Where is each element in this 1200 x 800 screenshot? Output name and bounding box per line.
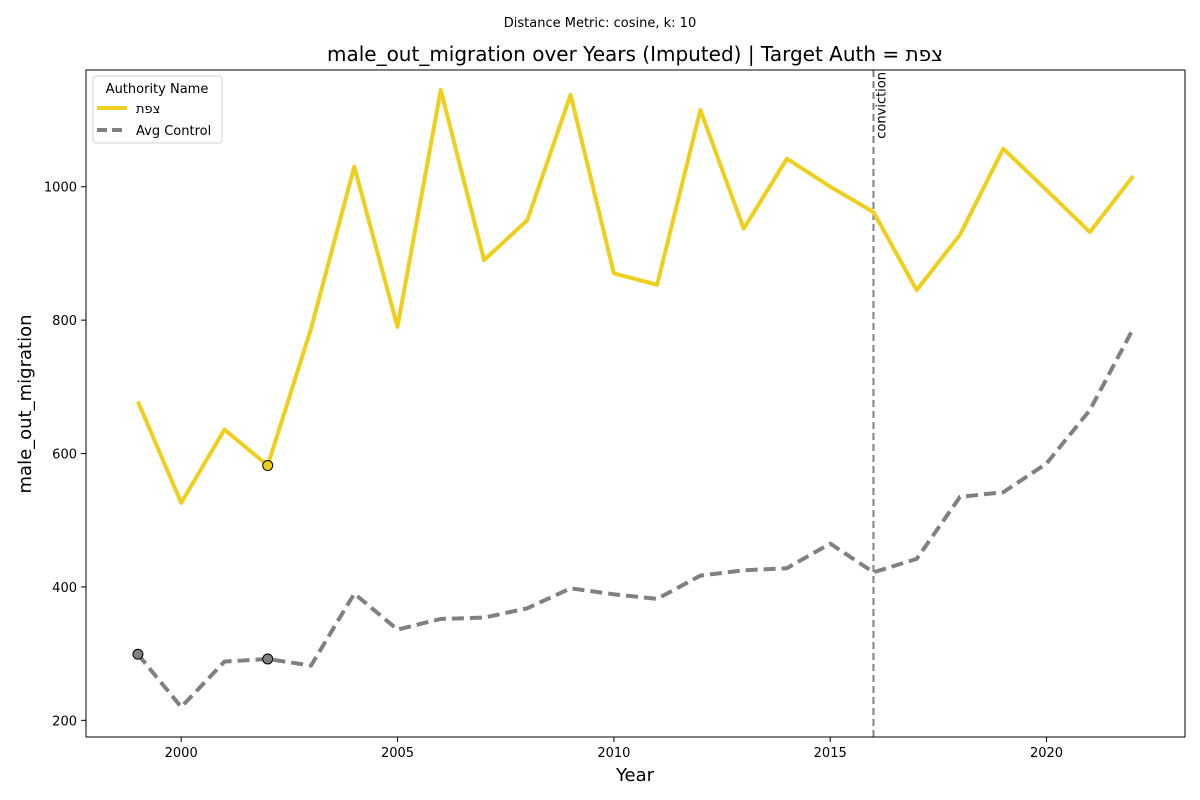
x-tick-label: 2020 [1030,746,1063,761]
plot-area-frame [85,69,1186,738]
y-tick-label: 800 [52,314,77,329]
x-tick-label: 2005 [381,746,414,761]
imputed-marker [262,653,274,665]
chart-suptitle: Distance Metric: cosine, k: 10 [504,16,696,31]
x-tick-label: 2000 [165,746,198,761]
conviction-label: conviction [874,72,889,139]
y-tick-label: 200 [52,714,77,729]
y-tick-label: 400 [52,581,77,596]
x-tick-label: 2010 [597,746,630,761]
series-line-0 [136,88,1135,505]
y-tick-label: 600 [52,448,77,463]
legend: Authority Name צפת Avg Control [92,75,223,144]
x-tick-label: 2015 [814,746,847,761]
legend-label-avg-control: Avg Control [136,124,211,139]
x-axis-label: Year [615,765,655,786]
chart-title: male_out_migration over Years (Imputed) … [327,42,943,66]
y-tick-label: 1000 [44,181,77,196]
legend-label-target: צפת [136,102,160,117]
series-line-1 [136,327,1135,709]
legend-box [92,75,223,144]
imputed-marker [132,648,144,660]
y-axis-label: male_out_migration [15,315,36,494]
imputed-marker [262,460,274,472]
legend-title: Authority Name [106,82,209,97]
